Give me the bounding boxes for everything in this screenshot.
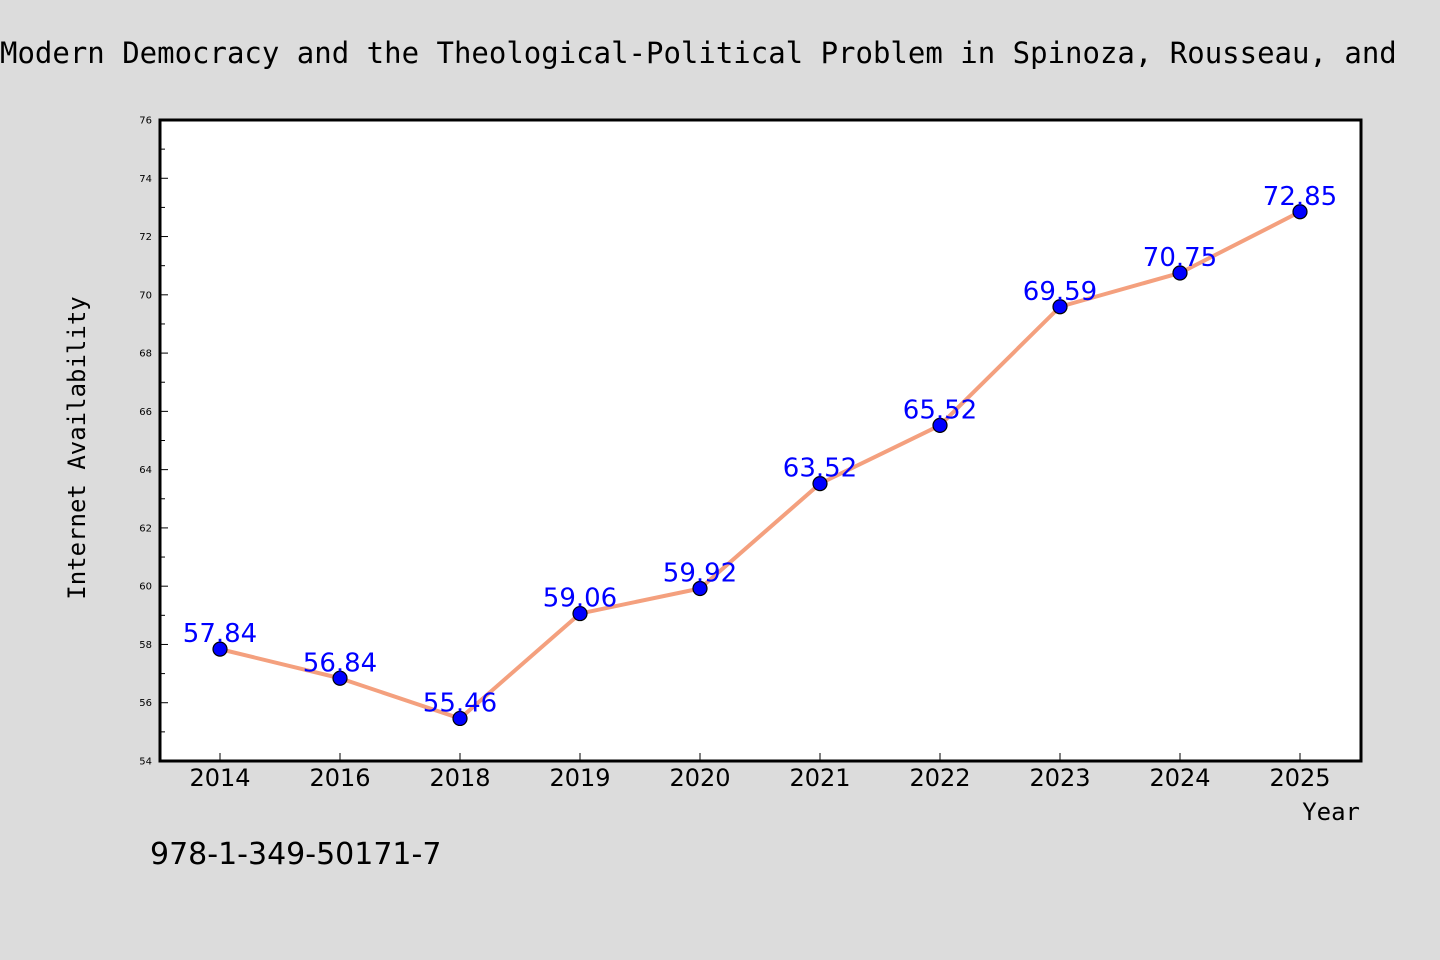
data-label: 59.06 bbox=[543, 584, 617, 614]
data-label: 57.84 bbox=[183, 619, 257, 649]
data-label: 65.52 bbox=[903, 395, 977, 425]
x-tick-label: 2024 bbox=[1149, 764, 1210, 792]
data-point bbox=[932, 417, 948, 433]
x-tick-label: 2021 bbox=[789, 764, 850, 792]
y-tick-label: 56 bbox=[139, 698, 152, 709]
y-tick-label: 72 bbox=[139, 232, 152, 243]
y-tick-label: 60 bbox=[139, 582, 152, 593]
x-tick-label: 2018 bbox=[429, 764, 490, 792]
data-label: 70.75 bbox=[1143, 243, 1217, 273]
data-point bbox=[572, 605, 588, 622]
y-tick-label: 76 bbox=[139, 116, 152, 127]
data-point bbox=[452, 710, 468, 727]
y-tick-label: 64 bbox=[139, 465, 152, 476]
data-labels: 57.84 56.84 55.46 59.06 59.92 63.52 65.52 69.59… bbox=[183, 182, 1337, 719]
y-axis: 54 56 58 60 62 64 66 68 70 72 74 76 bbox=[139, 116, 168, 768]
series-markers bbox=[212, 204, 1308, 727]
y-tick-label: 68 bbox=[139, 349, 152, 360]
data-label: 69.59 bbox=[1023, 277, 1097, 307]
isbn-footer: 978-1-349-50171-7 bbox=[150, 837, 441, 872]
x-axis: 2014 2016 2018 2019 2020 2021 2022 2023 2024 2025 bbox=[189, 753, 1331, 792]
series-line bbox=[219, 209, 1301, 721]
x-tick-label: 2020 bbox=[669, 764, 730, 792]
y-tick-label: 70 bbox=[139, 290, 152, 301]
data-point bbox=[1292, 204, 1308, 220]
data-point bbox=[332, 670, 348, 686]
x-tick-label: 2019 bbox=[549, 764, 610, 792]
data-point bbox=[812, 476, 828, 492]
data-point bbox=[692, 580, 708, 597]
x-tick-label: 2025 bbox=[1269, 764, 1330, 792]
data-label: 56.84 bbox=[303, 648, 377, 678]
data-point bbox=[1052, 299, 1068, 315]
y-tick-label: 54 bbox=[139, 757, 152, 768]
y-tick-label: 66 bbox=[139, 407, 152, 418]
data-label: 59.92 bbox=[663, 559, 737, 589]
x-tick-label: 2022 bbox=[909, 764, 970, 792]
data-label: 63.52 bbox=[783, 454, 857, 484]
x-tick-label: 2016 bbox=[309, 764, 370, 792]
y-tick-label: 58 bbox=[139, 640, 152, 651]
y-axis-label: Internet Availability bbox=[63, 296, 91, 599]
chart-title: Modern Democracy and the Theological-Pol… bbox=[0, 36, 1397, 70]
x-tick-label: 2023 bbox=[1029, 764, 1090, 792]
x-axis-label: Year bbox=[1302, 798, 1360, 826]
data-point bbox=[212, 641, 228, 657]
data-point bbox=[1172, 265, 1188, 281]
y-tick-label: 74 bbox=[139, 174, 152, 185]
data-label: 55.46 bbox=[423, 688, 497, 718]
x-tick-label: 2014 bbox=[189, 764, 250, 792]
plot-area bbox=[158, 118, 1363, 763]
data-label: 72.85 bbox=[1263, 182, 1337, 212]
y-tick-label: 62 bbox=[139, 523, 152, 534]
